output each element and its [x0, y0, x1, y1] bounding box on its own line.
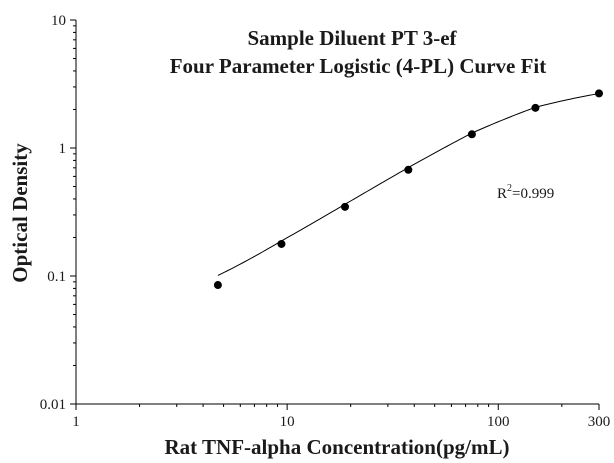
data-point: [531, 103, 540, 112]
x-tick-label: 10: [280, 414, 295, 430]
fit-curve-path: [217, 93, 600, 276]
r-squared-base: R: [497, 186, 507, 202]
y-tick-label: 0.1: [47, 269, 66, 285]
chart-title-line-1: Sample Diluent PT 3-ef: [247, 26, 457, 50]
data-point: [467, 130, 476, 139]
y-tick-label: 1: [59, 141, 67, 157]
y-axis-title: Optical Density: [8, 143, 32, 283]
x-tick-label: 100: [487, 414, 510, 430]
x-axis-title: Rat TNF-alpha Concentration(pg/mL): [165, 435, 510, 459]
tick-marks: [70, 19, 600, 410]
data-point: [341, 202, 350, 211]
r-squared-superscript: 2: [507, 183, 512, 194]
data-point: [277, 239, 286, 248]
y-tick-label: 0.01: [40, 397, 66, 413]
data-points: [213, 89, 603, 290]
fit-curve: [217, 93, 600, 276]
x-tick-label: 300: [588, 414, 611, 430]
chart-title-line-2: Four Parameter Logistic (4-PL) Curve Fit: [170, 54, 547, 78]
data-point: [404, 165, 413, 174]
chart-title: Sample Diluent PT 3-ef Four Parameter Lo…: [170, 26, 547, 78]
data-point: [213, 281, 222, 290]
data-point: [595, 89, 603, 98]
r-squared-value: =0.999: [512, 186, 554, 202]
y-tick-label: 10: [51, 13, 66, 29]
axes: [75, 20, 599, 405]
r-squared-annotation: R2=0.999: [497, 183, 554, 202]
tick-labels: 1 10 100 300 0.01 0.1 1 10: [40, 13, 611, 430]
x-tick-label: 1: [72, 414, 80, 430]
